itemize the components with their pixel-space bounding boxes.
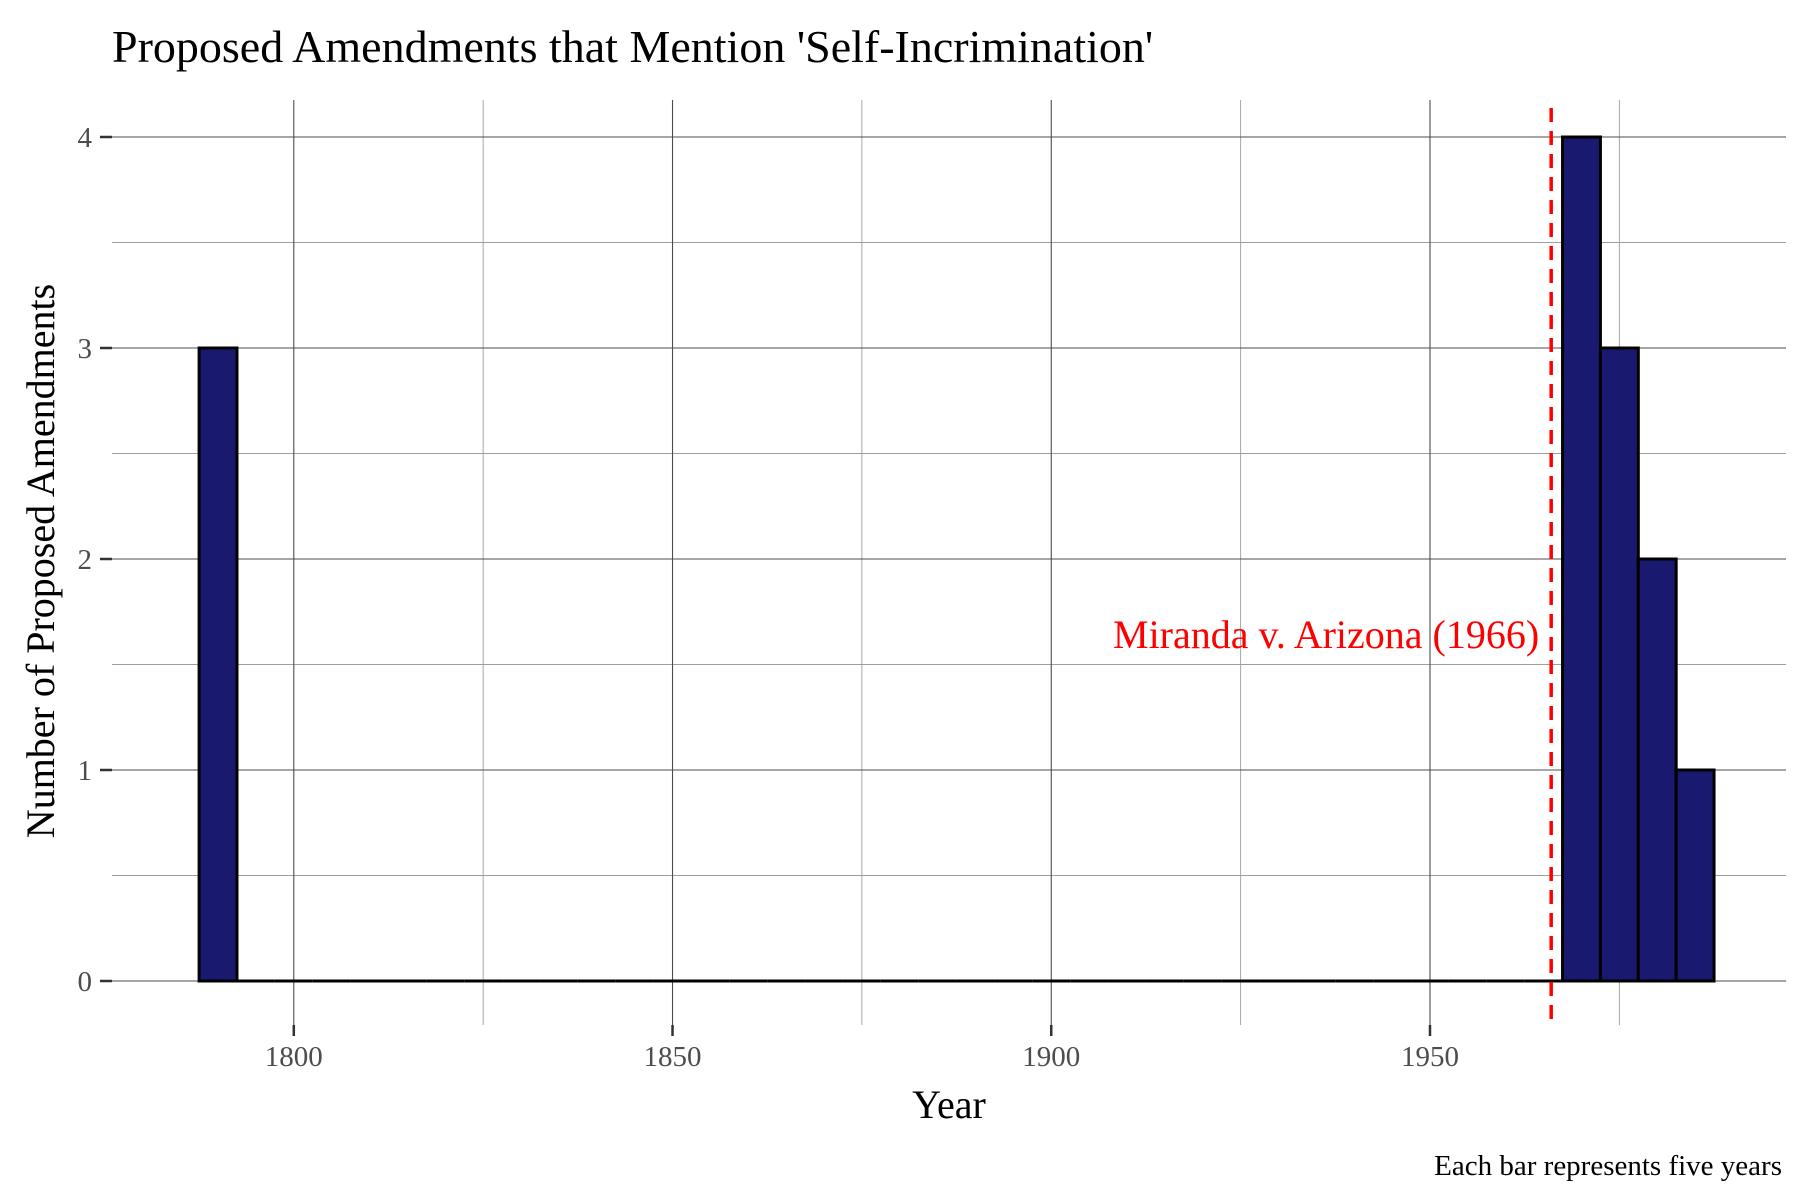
y-tick-label: 3 xyxy=(78,333,93,365)
chart-title: Proposed Amendments that Mention 'Self-I… xyxy=(112,21,1153,72)
annotation-label: Miranda v. Arizona (1966) xyxy=(1113,612,1539,657)
chart-caption: Each bar represents five years xyxy=(1434,1150,1782,1182)
y-tick-label: 1 xyxy=(78,755,93,787)
y-axis-title: Number of Proposed Amendments xyxy=(18,284,63,838)
x-axis-title: Year xyxy=(912,1082,986,1127)
gridlines xyxy=(112,100,1786,1025)
x-tick-label: 1950 xyxy=(1401,1041,1459,1073)
histogram-bar xyxy=(199,348,237,981)
x-tick-label: 1800 xyxy=(265,1041,323,1073)
axis-ticks: 0 1 2 3 4 1800 1850 1900 1950 xyxy=(78,122,1459,1073)
histogram-bar xyxy=(1600,348,1638,981)
y-tick-label: 4 xyxy=(78,122,93,154)
histogram-bar xyxy=(1676,770,1714,981)
histogram-bar xyxy=(1563,137,1601,981)
x-tick-label: 1850 xyxy=(644,1041,702,1073)
x-tick-label: 1900 xyxy=(1022,1041,1080,1073)
y-tick-label: 0 xyxy=(78,966,93,998)
histogram-bar xyxy=(1638,559,1676,981)
reference-layer: Miranda v. Arizona (1966) xyxy=(1113,108,1551,1022)
y-tick-label: 2 xyxy=(78,544,93,576)
